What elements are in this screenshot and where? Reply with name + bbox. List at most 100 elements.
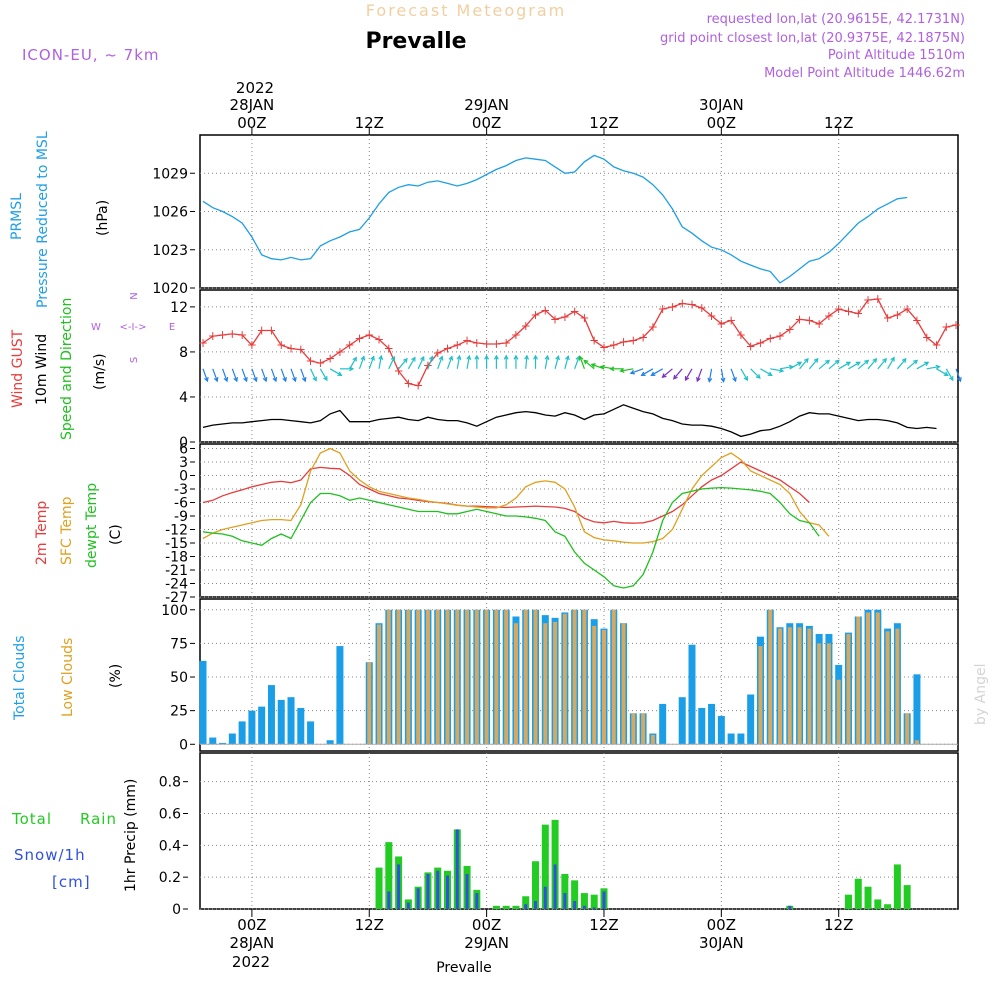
sfc-label: SFC Temp xyxy=(59,496,75,565)
low-cloud-bar xyxy=(768,609,773,745)
bottom-tick-label: 00Z xyxy=(472,916,501,934)
y-tick-label: 0 xyxy=(172,902,181,918)
total-cloud-bar xyxy=(209,737,217,745)
wind-speed-dir-label: Speed and Direction xyxy=(59,298,75,440)
low-cloud-bar xyxy=(650,734,655,745)
svg-text:E: E xyxy=(169,322,175,333)
y-tick-label: 0 xyxy=(179,435,188,451)
y-tick-label: 1023 xyxy=(152,243,188,259)
wind-arrow xyxy=(760,368,773,376)
wind-arrowhead xyxy=(493,354,499,360)
low-cloud-bar xyxy=(631,713,636,745)
wind10m-label: 10m Wind xyxy=(34,334,50,405)
wind-arrow xyxy=(740,368,748,381)
gust-marker: + xyxy=(218,328,228,342)
gust-marker: + xyxy=(814,317,824,331)
gust-marker: + xyxy=(619,335,629,349)
snow-bar xyxy=(602,891,606,909)
wind-arrowhead xyxy=(629,369,635,375)
rain-bar xyxy=(385,842,393,909)
model-label: ICON-EU, ~ 7km xyxy=(22,46,160,64)
total-cloud-bar xyxy=(219,742,227,745)
wind-arrow xyxy=(730,368,737,382)
y-tick-label: 25 xyxy=(170,704,188,720)
watermark: by Angel xyxy=(973,664,989,725)
low-cloud-bar xyxy=(778,628,783,745)
rain-bar xyxy=(532,861,540,909)
wind-arrowhead xyxy=(323,376,328,382)
rain-bar xyxy=(571,880,579,909)
low-cloud-bar xyxy=(641,713,646,745)
t2m-label: 2m Temp xyxy=(34,501,50,565)
wind-arrowhead xyxy=(312,376,317,382)
low-cloud-bar xyxy=(406,609,411,745)
wind-arrow xyxy=(955,368,962,382)
gust-marker: + xyxy=(843,304,853,318)
wind-arrow xyxy=(574,356,580,370)
wind-arrow xyxy=(427,356,433,370)
wind-arrowhead xyxy=(252,376,258,383)
wind-arrowhead xyxy=(337,371,343,376)
dewpt-label: dewpt Temp xyxy=(84,483,100,568)
gust-marker: + xyxy=(853,307,863,321)
wind-arrowhead xyxy=(213,376,219,383)
snow-bar xyxy=(788,905,792,909)
low-cloud-bar xyxy=(465,609,470,745)
gust-marker: + xyxy=(687,298,697,312)
y-tick-label: 0.8 xyxy=(159,775,181,791)
bottom-tick-label: 12Z xyxy=(589,916,618,934)
y-tick-label: 0.4 xyxy=(159,838,181,854)
wind-arrowhead xyxy=(619,368,625,373)
temp-panel xyxy=(199,443,959,598)
top-date-label: 29JAN xyxy=(464,96,509,114)
wind-arrowhead xyxy=(456,354,462,360)
wind-arrow xyxy=(437,356,443,370)
wind-arrow xyxy=(270,368,277,382)
top-date-label: 28JAN xyxy=(230,96,275,114)
total-cloud-bar xyxy=(678,697,686,745)
wind-arrow xyxy=(564,356,569,369)
low-cloud-bar xyxy=(885,631,890,745)
wind-arrow xyxy=(662,368,673,378)
low-clouds-label: Low Clouds xyxy=(60,638,76,717)
y-tick-label: 8 xyxy=(179,345,188,361)
total-cloud-bar xyxy=(287,697,295,745)
gust-marker: + xyxy=(765,331,775,345)
low-cloud-bar xyxy=(601,629,606,745)
gust-marker: + xyxy=(570,304,580,318)
low-cloud-bar xyxy=(846,633,851,745)
gust-marker: + xyxy=(354,331,364,345)
y-tick-label: 0.2 xyxy=(159,870,181,886)
y-tick-label: 50 xyxy=(170,670,188,686)
wind-arrow xyxy=(620,368,634,372)
y-tick-label: -15 xyxy=(165,536,188,552)
svg-text:S: S xyxy=(129,357,140,363)
wind-arrowhead xyxy=(503,354,509,360)
gust-marker: + xyxy=(931,338,941,352)
wind-arrow xyxy=(388,356,395,370)
wind-arrowhead xyxy=(707,377,713,383)
wind-arrow xyxy=(838,361,851,370)
wind-arrowhead xyxy=(204,376,209,383)
clouds-unit: (%) xyxy=(108,664,124,688)
gust-marker: + xyxy=(951,318,961,332)
gust-marker: + xyxy=(746,339,756,353)
rain-bar xyxy=(580,893,588,909)
precip-panel xyxy=(199,752,959,910)
wind-arrowhead xyxy=(533,354,538,360)
snow-bar xyxy=(416,888,420,909)
svg-text:N: N xyxy=(129,292,140,299)
footer-location: Prevalle xyxy=(436,960,492,976)
rain-bar xyxy=(522,896,530,909)
gust-marker: + xyxy=(667,300,677,314)
low-cloud-bar xyxy=(386,609,391,745)
y-tick-label: 4 xyxy=(179,390,188,406)
gust-marker: + xyxy=(403,376,413,390)
wind-arrowhead xyxy=(565,355,570,361)
total-cloud-bar xyxy=(717,716,725,745)
compass-icon: W E N S <-I-> xyxy=(91,292,175,363)
wind-arrow xyxy=(349,357,357,370)
total-cloud-bar xyxy=(326,740,334,745)
wind-arrow xyxy=(202,368,209,382)
